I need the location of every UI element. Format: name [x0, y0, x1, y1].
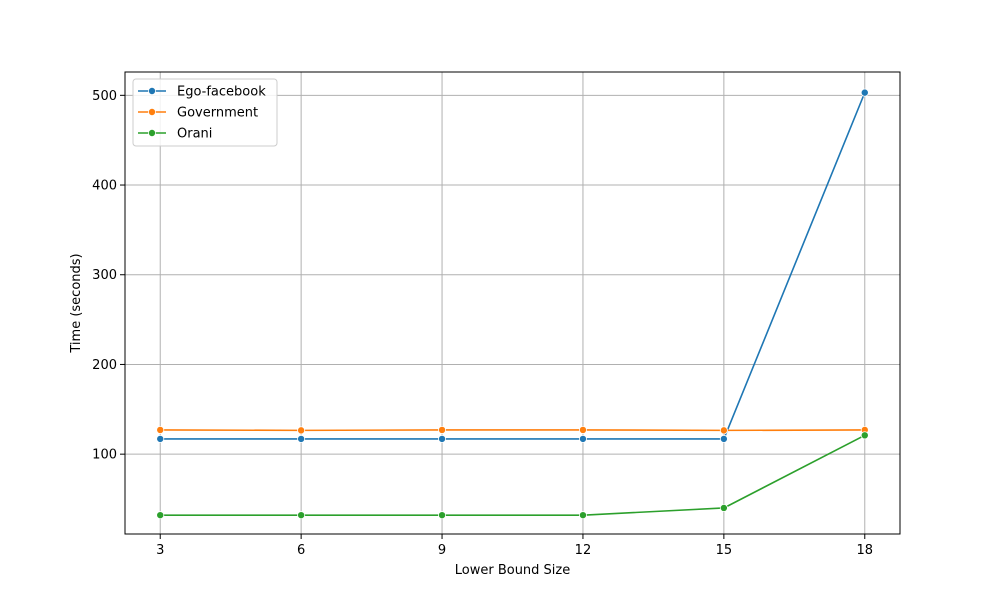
data-point: [719, 426, 728, 435]
y-tick-label: 400: [92, 179, 117, 194]
legend-label: Orani: [177, 127, 212, 142]
data-point: [156, 511, 165, 520]
data-point: [297, 511, 306, 520]
data-point: [438, 425, 447, 434]
data-point: [578, 434, 587, 443]
y-tick-label: 200: [92, 358, 117, 373]
data-point: [719, 503, 728, 512]
data-point: [297, 434, 306, 443]
series-line-orani: [160, 434, 866, 516]
x-tick-label: 3: [156, 543, 164, 558]
legend-entry: Orani: [138, 127, 212, 142]
x-axis-ticks: 3 6 9 12 15 18: [156, 534, 873, 558]
series-ego-facebook: [156, 88, 869, 443]
data-point: [438, 434, 447, 443]
x-tick-label: 15: [716, 543, 733, 558]
plot-frame: [124, 71, 901, 535]
data-point: [719, 434, 728, 443]
legend-marker: [147, 128, 156, 137]
y-tick-label: 300: [92, 268, 117, 283]
data-point: [860, 431, 869, 440]
x-tick-label: 18: [856, 543, 873, 558]
data-point: [860, 88, 869, 97]
data-point: [297, 426, 306, 435]
data-point: [578, 425, 587, 434]
data-point: [438, 511, 447, 520]
legend-label: Ego-facebook: [177, 85, 266, 100]
data-point: [578, 511, 587, 520]
series-line-ego-facebook: [160, 92, 866, 440]
legend-box: [132, 78, 278, 147]
data-point: [156, 425, 165, 434]
y-axis-label: Time (seconds): [69, 253, 84, 353]
x-axis-label: Lower Bound Size: [455, 563, 571, 578]
y-axis-ticks: 100 200 300 400 500: [92, 89, 125, 463]
legend-entry: Ego-facebook: [138, 85, 266, 100]
y-tick-label: 500: [92, 89, 117, 104]
grid-lines: [125, 72, 900, 534]
x-tick-label: 9: [438, 543, 446, 558]
legend-entry: Government: [138, 106, 258, 121]
series-orani: [156, 431, 869, 520]
x-tick-label: 6: [297, 543, 305, 558]
y-tick-label: 100: [92, 448, 117, 463]
legend: Ego-facebook Government Orani: [132, 78, 278, 147]
legend-marker: [147, 108, 156, 117]
data-point: [156, 434, 165, 443]
legend-marker: [147, 87, 156, 96]
legend-label: Government: [177, 106, 258, 121]
series-government: [156, 425, 869, 435]
x-tick-label: 12: [575, 543, 592, 558]
series-layer: [156, 88, 869, 520]
